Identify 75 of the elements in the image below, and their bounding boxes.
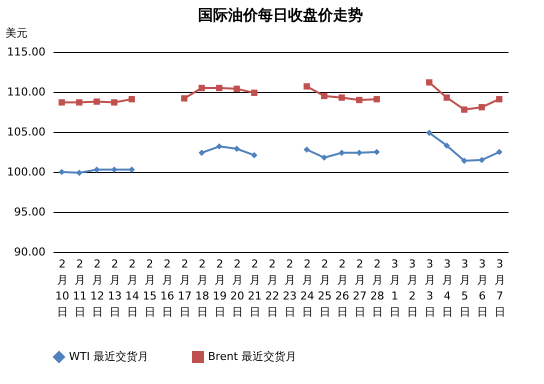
point — [251, 152, 258, 158]
point — [338, 94, 345, 101]
point — [444, 142, 450, 149]
x-tick-label: 2月23日 — [282, 258, 297, 318]
point — [58, 99, 65, 106]
point — [128, 166, 135, 173]
x-tick-label: 2月21日 — [248, 258, 262, 318]
legend-label: Brent 最近交货月 — [208, 350, 296, 363]
x-tick-label: 2月20日 — [230, 258, 244, 318]
point — [356, 96, 362, 104]
x-tick-label: 2月13日 — [108, 258, 122, 318]
x-tick-label: 3月5日 — [459, 258, 470, 318]
point — [321, 92, 328, 100]
x-tick-label: 3月7日 — [494, 258, 506, 318]
point — [198, 84, 205, 92]
x-tick-label: 3月6日 — [476, 258, 488, 318]
x-tick-label: 2月16日 — [160, 258, 174, 318]
point — [374, 96, 380, 102]
point — [251, 90, 258, 96]
point — [76, 170, 82, 176]
point — [426, 79, 432, 86]
x-tick-label: 2月19日 — [212, 258, 227, 318]
point — [76, 99, 82, 106]
legend-label: WTI 最近交货月 — [69, 350, 148, 363]
y-tick-label: 90.00 — [14, 246, 46, 258]
y-tick-label: 95.00 — [14, 206, 46, 218]
point — [356, 150, 362, 156]
point — [304, 146, 310, 153]
x-tick-label: 2月28日 — [370, 258, 384, 318]
x-tick-label: 2月15日 — [142, 258, 157, 318]
x-tick-label: 2月10日 — [55, 258, 70, 318]
point — [496, 96, 502, 102]
y-tick-label: 110.00 — [7, 86, 46, 98]
point — [128, 96, 135, 102]
point — [444, 94, 450, 101]
x-tick-label: 3月2日 — [406, 258, 418, 318]
x-tick-label: 3月4日 — [442, 258, 453, 318]
point — [216, 84, 222, 92]
point — [111, 166, 118, 173]
x-tick-label: 2月26日 — [335, 258, 350, 318]
point — [478, 156, 485, 164]
point — [234, 86, 240, 92]
chart-title: 国际油价每日收盘价走势 — [198, 6, 363, 24]
x-tick-label: 2月24日 — [300, 258, 314, 318]
point — [304, 83, 310, 90]
x-tick-label: 2月22日 — [265, 258, 280, 318]
point — [94, 98, 100, 105]
y-axis-title: 美元 — [6, 26, 28, 40]
x-tick-label: 2月14日 — [125, 258, 140, 318]
y-tick-label: 115.00 — [7, 46, 46, 58]
x-tick-label: 2月18日 — [195, 258, 210, 318]
x-tick-label: 2月12日 — [90, 258, 104, 318]
x-tick-label: 2月27日 — [352, 258, 367, 318]
point — [216, 143, 222, 150]
point — [111, 99, 118, 106]
point — [496, 148, 502, 156]
x-tick-label: 3月3日 — [424, 258, 436, 318]
point — [478, 104, 485, 110]
x-tick-label: 2月25日 — [318, 258, 332, 318]
point — [234, 146, 240, 152]
y-tick-label: 100.00 — [7, 166, 46, 178]
y-tick-label: 105.00 — [7, 126, 46, 138]
point — [321, 154, 328, 161]
point — [338, 150, 345, 156]
point — [181, 95, 188, 102]
point — [426, 130, 432, 136]
point — [198, 150, 205, 156]
point — [58, 168, 65, 176]
point — [94, 166, 100, 173]
x-tick-label: 2月17日 — [178, 258, 192, 318]
point — [461, 158, 468, 164]
x-tick-label: 2月11日 — [72, 258, 87, 318]
point — [374, 148, 380, 156]
point — [461, 106, 468, 113]
x-tick-label: 3月1日 — [389, 258, 400, 318]
